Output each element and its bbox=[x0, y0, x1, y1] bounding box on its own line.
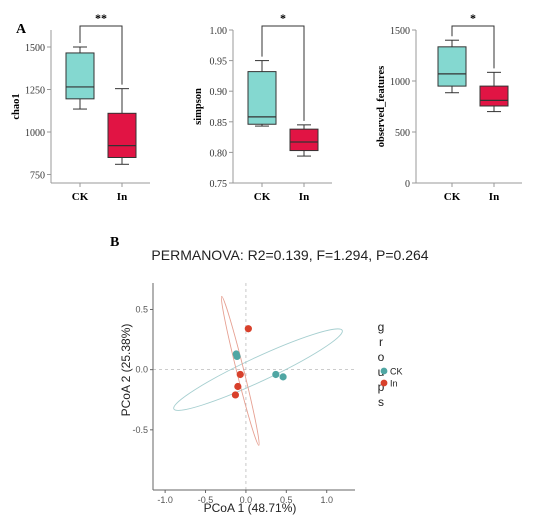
y-axis-label: chao1 bbox=[11, 93, 22, 119]
significance-label: * bbox=[280, 11, 286, 25]
y-tick-label: 0.5 bbox=[135, 304, 148, 314]
box-In bbox=[479, 85, 509, 107]
y-tick-label: 750 bbox=[30, 171, 45, 182]
y-tick-label: 1500 bbox=[390, 26, 410, 37]
confidence-ellipse-CK bbox=[173, 328, 343, 411]
y-tick-label: 0.95 bbox=[210, 57, 228, 68]
y-tick-label: 0.0 bbox=[135, 365, 148, 375]
data-point-CK bbox=[272, 370, 280, 379]
boxplot-simpson: 0.75 0.80 0.85 0.90 0.95 1.00 simpson CK In * bbox=[193, 11, 332, 203]
legend-title-letter: r bbox=[379, 335, 383, 349]
x-tick-label: -1.0 bbox=[157, 495, 173, 505]
x-tick-label: 0.0 bbox=[240, 495, 253, 505]
pcoa-title: PERMANOVA: R2=0.139, F=1.294, P=0.264 bbox=[151, 247, 428, 263]
panel-label-a: A bbox=[16, 22, 27, 37]
y-tick-label: 0 bbox=[405, 179, 410, 190]
y-tick-label: 1500 bbox=[25, 43, 45, 54]
legend-title-letter: g bbox=[378, 320, 385, 334]
y-tick-label: 0.90 bbox=[210, 87, 228, 98]
data-point-CK bbox=[233, 352, 241, 361]
pcoa-y-axis-label: PCoA 2 (25.38%) bbox=[119, 324, 133, 417]
legend-title-letter: o bbox=[378, 350, 385, 364]
x-tick-label: CK bbox=[72, 191, 89, 203]
y-tick-label: -0.5 bbox=[132, 425, 148, 435]
y-axis-label: observed_features bbox=[376, 66, 387, 147]
y-tick-label: 0.85 bbox=[210, 118, 228, 129]
significance-bracket bbox=[79, 25, 123, 85]
y-tick-label: 0.80 bbox=[210, 148, 228, 159]
x-tick-label: CK bbox=[444, 191, 461, 203]
confidence-ellipse-In bbox=[220, 295, 260, 446]
y-tick-label: 1000 bbox=[390, 77, 410, 88]
significance-bracket bbox=[261, 25, 305, 121]
data-point-In bbox=[244, 325, 252, 333]
significance-label: ** bbox=[95, 11, 107, 25]
legend-title-letter: s bbox=[378, 395, 384, 409]
legend-label-In: In bbox=[390, 379, 398, 389]
x-tick-label: In bbox=[117, 191, 127, 203]
y-tick-label: 1.00 bbox=[210, 26, 228, 37]
y-tick-label: 500 bbox=[395, 128, 410, 139]
significance-label: * bbox=[470, 11, 476, 25]
data-point-In bbox=[231, 391, 240, 399]
box-CK bbox=[65, 52, 95, 100]
boxplot-chao1: 750 1000 1250 1500 chao1 CK In ** bbox=[11, 11, 150, 203]
x-tick-label: -0.5 bbox=[198, 495, 214, 505]
pcoa-panel-b: -1.0-0.50.00.51.00.50.0-0.5groupsCKIn bbox=[132, 283, 403, 505]
x-tick-label: 0.5 bbox=[280, 495, 293, 505]
box-CK bbox=[247, 71, 277, 125]
x-tick-label: CK bbox=[254, 191, 271, 203]
y-tick-label: 1000 bbox=[25, 128, 45, 139]
x-tick-label: In bbox=[299, 191, 309, 203]
boxplot-observed_features: 0 500 1000 1500 observed_features CK In * bbox=[376, 11, 522, 203]
legend-swatch-CK bbox=[380, 367, 388, 375]
y-tick-label: 0.75 bbox=[210, 179, 228, 190]
legend-swatch-In bbox=[380, 379, 388, 387]
data-point-In bbox=[236, 370, 244, 379]
legend: groupsCKIn bbox=[378, 320, 403, 409]
panel-label-b: B bbox=[110, 235, 119, 250]
x-tick-label: 1.0 bbox=[320, 495, 333, 505]
pcoa-x-axis-label: PCoA 1 (48.71%) bbox=[204, 501, 297, 515]
box-In bbox=[289, 128, 319, 152]
significance-bracket bbox=[451, 25, 495, 69]
legend-label-CK: CK bbox=[390, 367, 403, 377]
data-point-In bbox=[234, 382, 242, 391]
box-CK bbox=[437, 46, 467, 87]
y-tick-label: 1250 bbox=[25, 86, 45, 97]
x-tick-label: In bbox=[489, 191, 499, 203]
legend-title-letter: p bbox=[378, 380, 385, 394]
box-In bbox=[107, 112, 137, 159]
ellipses bbox=[173, 295, 343, 446]
y-axis-label: simpson bbox=[193, 88, 204, 125]
data-point-CK bbox=[279, 373, 287, 381]
